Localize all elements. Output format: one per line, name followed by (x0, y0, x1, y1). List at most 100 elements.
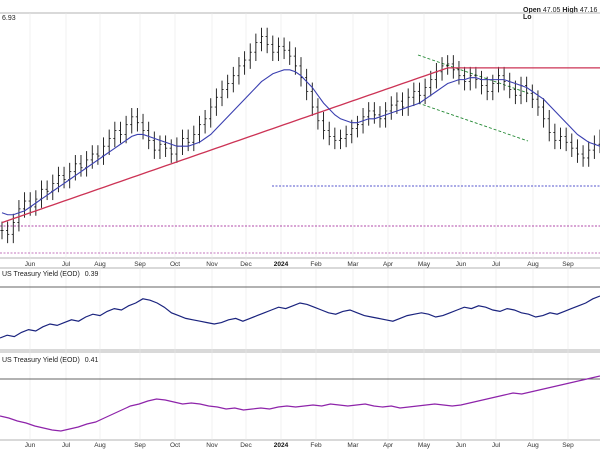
price-bar-35 (197, 115, 202, 144)
x-tick-top-1: Jul (62, 261, 71, 268)
price-bar-54 (305, 68, 309, 101)
x-tick-top-8: Feb (310, 261, 322, 268)
price-bar-22 (124, 115, 128, 144)
x-tick-top-4: Oct (170, 261, 180, 268)
price-bar-102 (575, 139, 580, 163)
high-value: 47.16 (579, 7, 598, 14)
price-bar-44 (248, 43, 252, 69)
x-tick-bottom-8: Feb (310, 442, 322, 449)
channel-lower-line (417, 102, 529, 142)
price-bar-66 (372, 102, 376, 124)
price-bar-57 (321, 111, 326, 140)
price-bar-79 (446, 55, 450, 75)
price-bar-74 (417, 82, 422, 105)
price-bar-38 (214, 88, 218, 116)
price-bar-39 (220, 80, 224, 107)
price-bar-18 (101, 137, 106, 165)
price-bar-11 (62, 166, 66, 189)
price-bar-83 (468, 66, 472, 91)
x-axis-ticks-top: Jun Jul Aug Sep Oct Nov Dec 2024 Feb Mar Apr May Jun… (25, 261, 574, 268)
x-tick-bottom-0: Jun (25, 442, 36, 449)
price-bar-61 (344, 125, 348, 148)
price-bar-46 (259, 27, 264, 52)
x-tick-top-5: Nov (206, 261, 218, 268)
price-bar-90 (508, 72, 512, 99)
price-bar-49 (276, 37, 281, 62)
channel-upper-line (417, 54, 529, 94)
vertical-gridlines (29, 13, 569, 440)
price-bar-8 (45, 180, 49, 201)
ma-long-line (1, 67, 600, 224)
price-bar-85 (479, 70, 484, 95)
panel3-label: US Treasury Yield (EOD) 0.41 (2, 357, 98, 364)
x-tick-bottom-15: Sep (562, 442, 574, 449)
price-bar-58 (327, 121, 331, 146)
price-bar-28 (158, 135, 162, 159)
price-bar-100 (564, 127, 568, 152)
price-bar-27 (152, 131, 156, 159)
x-tick-top-2: Aug (94, 261, 106, 268)
price-bar-48 (271, 35, 275, 62)
price-bar-45 (254, 33, 258, 62)
price-bar-104 (587, 141, 591, 167)
x-tick-bottom-6: Dec (240, 442, 252, 449)
price-bar-81 (457, 61, 461, 85)
price-bar-0 (0, 221, 4, 240)
x-tick-bottom-10: Apr (383, 442, 394, 449)
price-bar-77 (434, 62, 438, 89)
price-bar-52 (293, 47, 297, 75)
panel2-label-text: US Treasury Yield (EOD) (2, 271, 80, 278)
x-tick-bottom-9: Mar (347, 442, 359, 449)
price-bar-93 (525, 76, 529, 103)
price-bar-96 (541, 98, 546, 128)
price-bar-60 (338, 129, 343, 150)
price-bar-24 (135, 108, 139, 132)
price-bar-3 (17, 200, 21, 232)
price-bar-33 (186, 129, 190, 152)
x-tick-top-9: Mar (347, 261, 359, 268)
price-bar-73 (412, 82, 416, 107)
price-bar-16 (90, 145, 94, 169)
price-bar-20 (113, 121, 117, 148)
x-tick-top-0: Jun (25, 261, 36, 268)
price-bar-89 (502, 66, 506, 91)
x-tick-top-11: May (418, 261, 431, 268)
price-bar-86 (485, 76, 489, 101)
price-bar-105 (592, 135, 596, 159)
ohlc-header: Open 47.05 High 47.16 Lo (523, 7, 600, 21)
x-tick-top-3: Sep (134, 261, 146, 268)
price-bar-23 (130, 108, 134, 134)
price-bar-29 (164, 135, 168, 157)
panel3-value: 0.41 (85, 357, 99, 364)
price-bar-99 (558, 127, 563, 150)
high-label: High (562, 7, 578, 14)
price-bar-62 (350, 119, 354, 144)
price-bar-21 (118, 121, 123, 144)
x-tick-bottom-13: Jul (492, 442, 501, 449)
x-tick-bottom-3: Sep (134, 442, 146, 449)
price-bar-69 (389, 96, 393, 120)
panel2-line (0, 295, 600, 339)
panel2-value: 0.39 (85, 271, 99, 278)
x-tick-top-10: Apr (383, 261, 394, 268)
price-bar-51 (288, 41, 292, 65)
price-bar-31 (175, 137, 179, 163)
price-bar-26 (147, 121, 151, 150)
price-bar-80 (451, 55, 455, 79)
x-tick-bottom-2: Aug (94, 442, 106, 449)
price-bar-71 (400, 92, 405, 116)
x-tick-top-14: Aug (527, 261, 539, 268)
price-bar-30 (169, 139, 173, 163)
price-bar-101 (570, 133, 574, 157)
x-tick-bottom-5: Nov (206, 442, 218, 449)
price-bar-50 (282, 37, 286, 60)
price-bar-9 (51, 174, 55, 201)
price-bar-47 (265, 27, 269, 54)
x-tick-bottom-12: Jun (456, 442, 467, 449)
price-bar-91 (513, 80, 517, 105)
price-bar-70 (395, 92, 399, 114)
x-tick-bottom-1: Jul (62, 442, 71, 449)
price-bar-72 (406, 88, 410, 116)
x-tick-bottom-14: Aug (527, 442, 539, 449)
